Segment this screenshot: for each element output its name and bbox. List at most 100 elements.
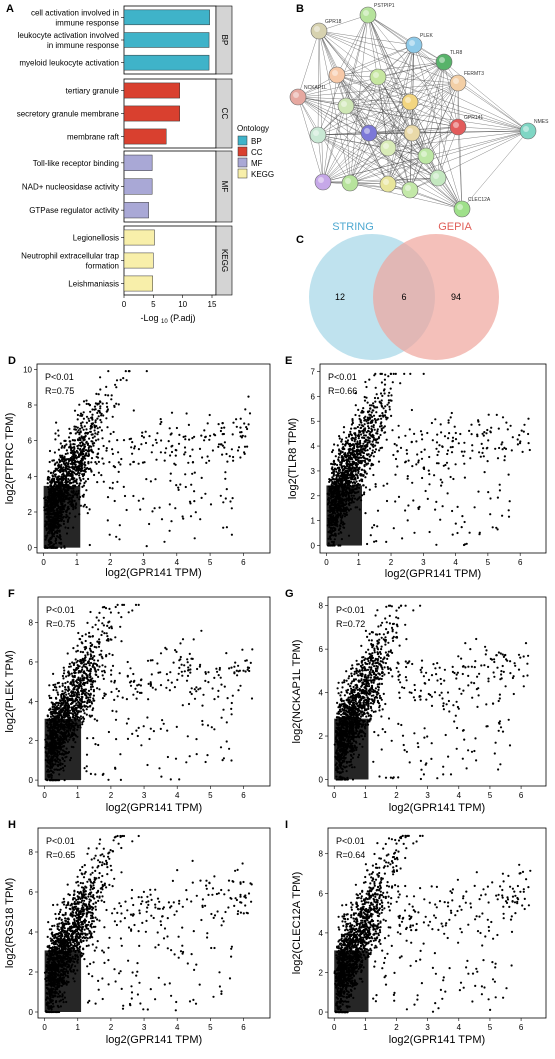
data-point (91, 685, 94, 688)
network-edge (318, 30, 379, 78)
data-point (446, 449, 450, 452)
data-point (354, 458, 358, 461)
data-point (440, 484, 443, 487)
data-point (374, 483, 377, 486)
data-point (422, 372, 425, 375)
data-point (244, 435, 247, 438)
data-point (103, 632, 106, 635)
data-point (468, 429, 471, 432)
data-point (361, 436, 364, 439)
legend-label-kegg: KEGG (251, 170, 274, 179)
data-point (78, 474, 81, 477)
data-point (339, 451, 342, 455)
data-point (206, 422, 209, 425)
data-point (376, 428, 379, 431)
data-point (68, 698, 72, 701)
network-edge (409, 61, 445, 103)
data-point (187, 461, 190, 464)
r-value-annotation: R=0.66 (328, 386, 357, 396)
data-point (359, 474, 363, 477)
data-point (167, 440, 170, 443)
data-point (101, 630, 104, 633)
data-point (88, 419, 91, 422)
data-point (373, 540, 376, 543)
data-point (217, 423, 220, 426)
network-node (314, 173, 332, 191)
data-point (246, 445, 249, 448)
data-point (379, 392, 383, 395)
data-point (188, 438, 191, 441)
data-point (481, 432, 484, 435)
data-point (436, 433, 439, 436)
data-point (85, 402, 88, 405)
data-point (57, 429, 60, 432)
data-point (86, 653, 89, 656)
data-point (369, 414, 372, 417)
legend-label-mf: MF (251, 159, 263, 168)
data-point (404, 509, 407, 512)
data-point (48, 460, 51, 464)
data-point (391, 429, 394, 432)
data-point (174, 507, 177, 510)
data-point (94, 670, 97, 673)
data-point (383, 392, 386, 395)
data-point (350, 427, 353, 430)
network-edge (367, 14, 413, 134)
data-point (93, 426, 96, 429)
data-point (503, 455, 506, 458)
data-point (168, 529, 171, 532)
data-point (363, 434, 366, 437)
data-point (247, 423, 250, 426)
data-point (90, 644, 93, 647)
data-point (108, 440, 111, 443)
data-point (345, 479, 349, 482)
network-edge (387, 101, 411, 185)
data-point (500, 443, 503, 446)
data-point (79, 710, 82, 713)
data-point (122, 439, 126, 442)
x-tick-label: 6 (241, 558, 246, 567)
data-point (84, 432, 87, 435)
data-point (89, 696, 92, 699)
data-point (341, 469, 345, 472)
data-point (340, 463, 343, 467)
data-point (343, 483, 346, 486)
data-point (347, 435, 351, 438)
data-point (90, 701, 93, 704)
data-point (78, 464, 81, 467)
data-point (232, 459, 235, 462)
data-point (63, 475, 67, 478)
bar (123, 154, 153, 171)
data-point (119, 625, 122, 628)
data-point (85, 421, 88, 424)
data-point (87, 692, 90, 696)
data-point (368, 440, 371, 443)
data-point (223, 426, 226, 429)
data-point (94, 421, 97, 424)
data-point (221, 433, 224, 436)
data-point (103, 671, 106, 674)
data-point (88, 445, 91, 448)
data-point (331, 481, 334, 484)
data-point (342, 431, 345, 434)
data-point (335, 475, 338, 478)
data-point (58, 458, 61, 461)
data-point (188, 500, 192, 503)
network-edge (317, 126, 459, 136)
data-point (93, 473, 96, 477)
data-point (359, 448, 362, 451)
data-point (395, 444, 398, 447)
data-point (90, 448, 93, 451)
data-point (111, 487, 114, 490)
network-edge (377, 76, 459, 84)
category-label: Neutrophil extracellular trap (21, 252, 119, 261)
data-point (370, 404, 373, 407)
data-point (426, 431, 429, 435)
data-point (508, 500, 511, 503)
data-point (205, 461, 208, 464)
bar (123, 105, 180, 122)
data-point (340, 479, 343, 482)
data-point (362, 425, 365, 428)
